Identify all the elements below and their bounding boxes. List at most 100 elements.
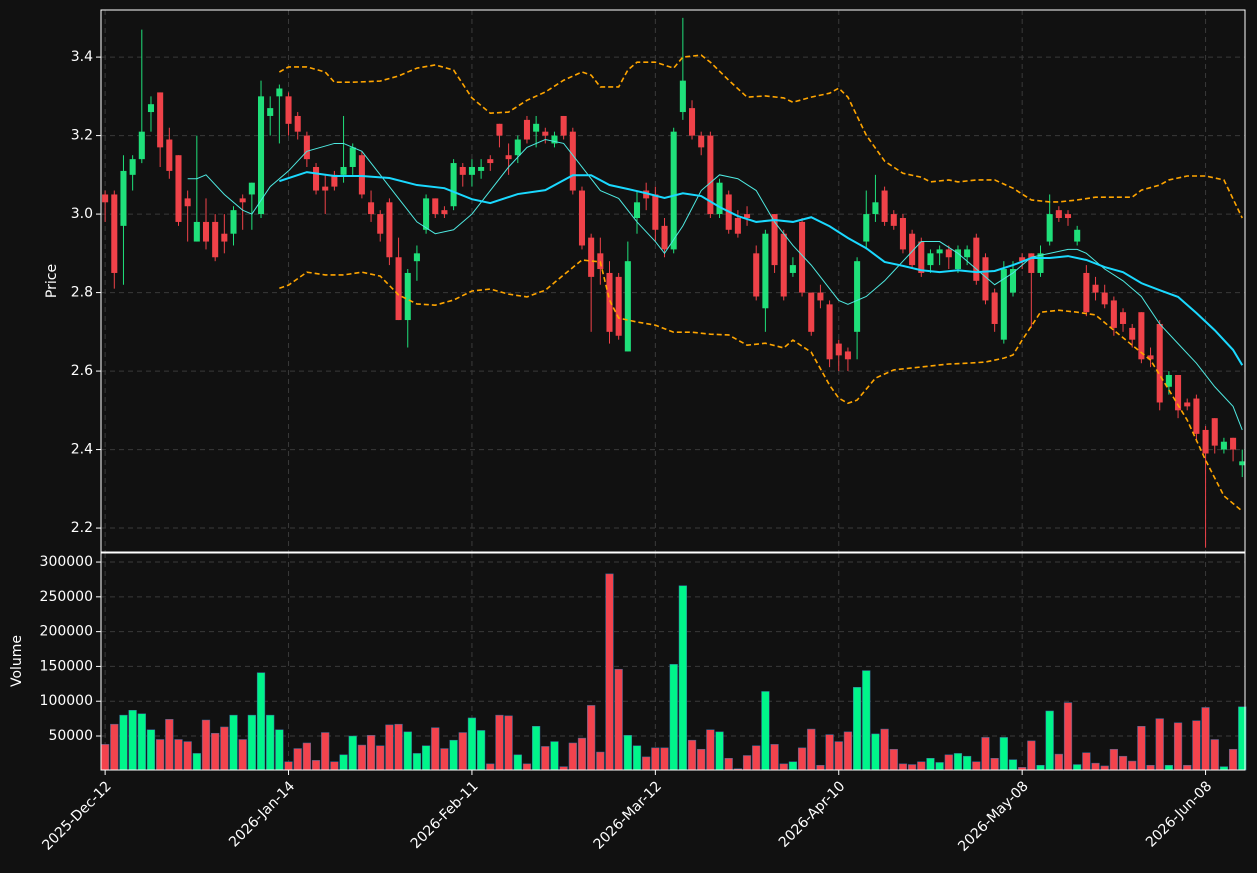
candle-body <box>276 88 283 97</box>
candle-body <box>413 253 420 262</box>
volume-bar <box>421 745 431 771</box>
candle-body <box>368 202 375 215</box>
volume-bar <box>568 742 577 771</box>
volume-bar <box>550 741 559 771</box>
volume-bar <box>1027 740 1036 771</box>
candle-body <box>202 221 210 242</box>
volume-bar <box>816 764 825 771</box>
volume-bar <box>990 758 999 771</box>
volume-bar <box>146 729 156 771</box>
volume-bar <box>357 744 366 771</box>
volume-bar <box>256 672 266 771</box>
volume-bar <box>1054 753 1063 771</box>
volume-bar <box>348 735 357 771</box>
volume-bar <box>944 754 953 771</box>
candle-body <box>835 343 842 356</box>
y-tick-label: 200000 <box>40 624 93 640</box>
candle-body <box>569 131 576 191</box>
candle-body <box>1175 374 1182 411</box>
volume-bar <box>1073 764 1082 771</box>
y-tick-label: 100000 <box>40 693 93 709</box>
candle-body <box>927 253 934 266</box>
candle-body <box>423 198 430 230</box>
candle-body <box>991 292 998 324</box>
volume-bar <box>770 744 779 771</box>
candle-body <box>753 253 760 297</box>
volume-bar <box>660 747 669 771</box>
volume-bar <box>1063 702 1073 771</box>
volume-bar <box>605 573 614 771</box>
candle-body <box>377 214 384 234</box>
volume-bar <box>431 727 440 771</box>
volume-bar <box>1082 752 1091 771</box>
y-tick-label: 3.0 <box>71 206 93 222</box>
candle-body <box>588 237 595 277</box>
candle-body <box>707 135 714 215</box>
candle-body <box>523 119 530 140</box>
volume-bar <box>339 754 348 771</box>
candle-body <box>899 218 906 250</box>
volume-bar <box>1118 755 1128 771</box>
volume-bar <box>403 731 412 771</box>
candle-body <box>918 241 925 273</box>
volume-bar <box>321 732 330 771</box>
candle-body <box>303 135 310 160</box>
volume-bar <box>1008 759 1018 771</box>
candle-body <box>854 261 861 332</box>
volume-bar <box>953 753 963 771</box>
volume-bar <box>174 739 183 771</box>
moving-average <box>187 138 1243 431</box>
candle-body <box>1129 327 1136 340</box>
candle-body <box>313 166 320 191</box>
candle-body <box>111 194 118 273</box>
candle-body <box>1110 300 1117 328</box>
candle-body <box>1184 402 1191 407</box>
volume-bar <box>366 735 376 771</box>
volume-bar <box>394 723 403 771</box>
candle-body <box>1064 214 1072 219</box>
candle-body <box>973 237 980 281</box>
volume-bar <box>715 731 724 771</box>
volume-bar <box>706 729 715 771</box>
candle-body <box>386 202 393 258</box>
candle-body <box>689 108 696 136</box>
candle-body <box>505 155 512 160</box>
candle-body <box>120 170 127 226</box>
volume-bar <box>376 745 385 771</box>
candle-body <box>698 135 705 148</box>
candle-body <box>157 92 164 148</box>
candle-body <box>1009 269 1017 293</box>
volume-bar <box>1137 726 1146 771</box>
candle-body <box>1230 437 1237 450</box>
candle-body <box>954 249 961 270</box>
volume-bar <box>761 691 770 771</box>
candle-body <box>633 202 641 219</box>
volume-bar <box>559 766 568 771</box>
candle-body <box>239 198 246 203</box>
candle-body <box>1037 253 1044 273</box>
volume-bar <box>137 713 146 771</box>
candle-body <box>734 218 741 234</box>
candle-body <box>1055 210 1062 219</box>
candle-body <box>551 135 558 144</box>
volume-bar <box>522 763 532 771</box>
candle-body <box>624 261 631 352</box>
y-tick-label: 2.6 <box>71 363 93 379</box>
candle-body <box>560 115 567 136</box>
volume-bar <box>678 585 687 771</box>
candle-body <box>230 210 237 234</box>
candle-body <box>257 96 265 215</box>
candle-body <box>1147 355 1154 360</box>
candle-body <box>496 123 503 136</box>
volume-bar <box>1183 764 1192 771</box>
volume-bar <box>779 763 788 771</box>
volume-bar <box>119 714 128 771</box>
candle-body <box>248 182 255 195</box>
candle-body <box>542 131 549 136</box>
candle-body <box>909 233 916 266</box>
candle-body <box>331 174 338 187</box>
volume-bar <box>807 728 816 771</box>
volume-bar <box>128 710 137 771</box>
volume-bar <box>981 737 990 771</box>
volume-bar <box>898 763 908 771</box>
